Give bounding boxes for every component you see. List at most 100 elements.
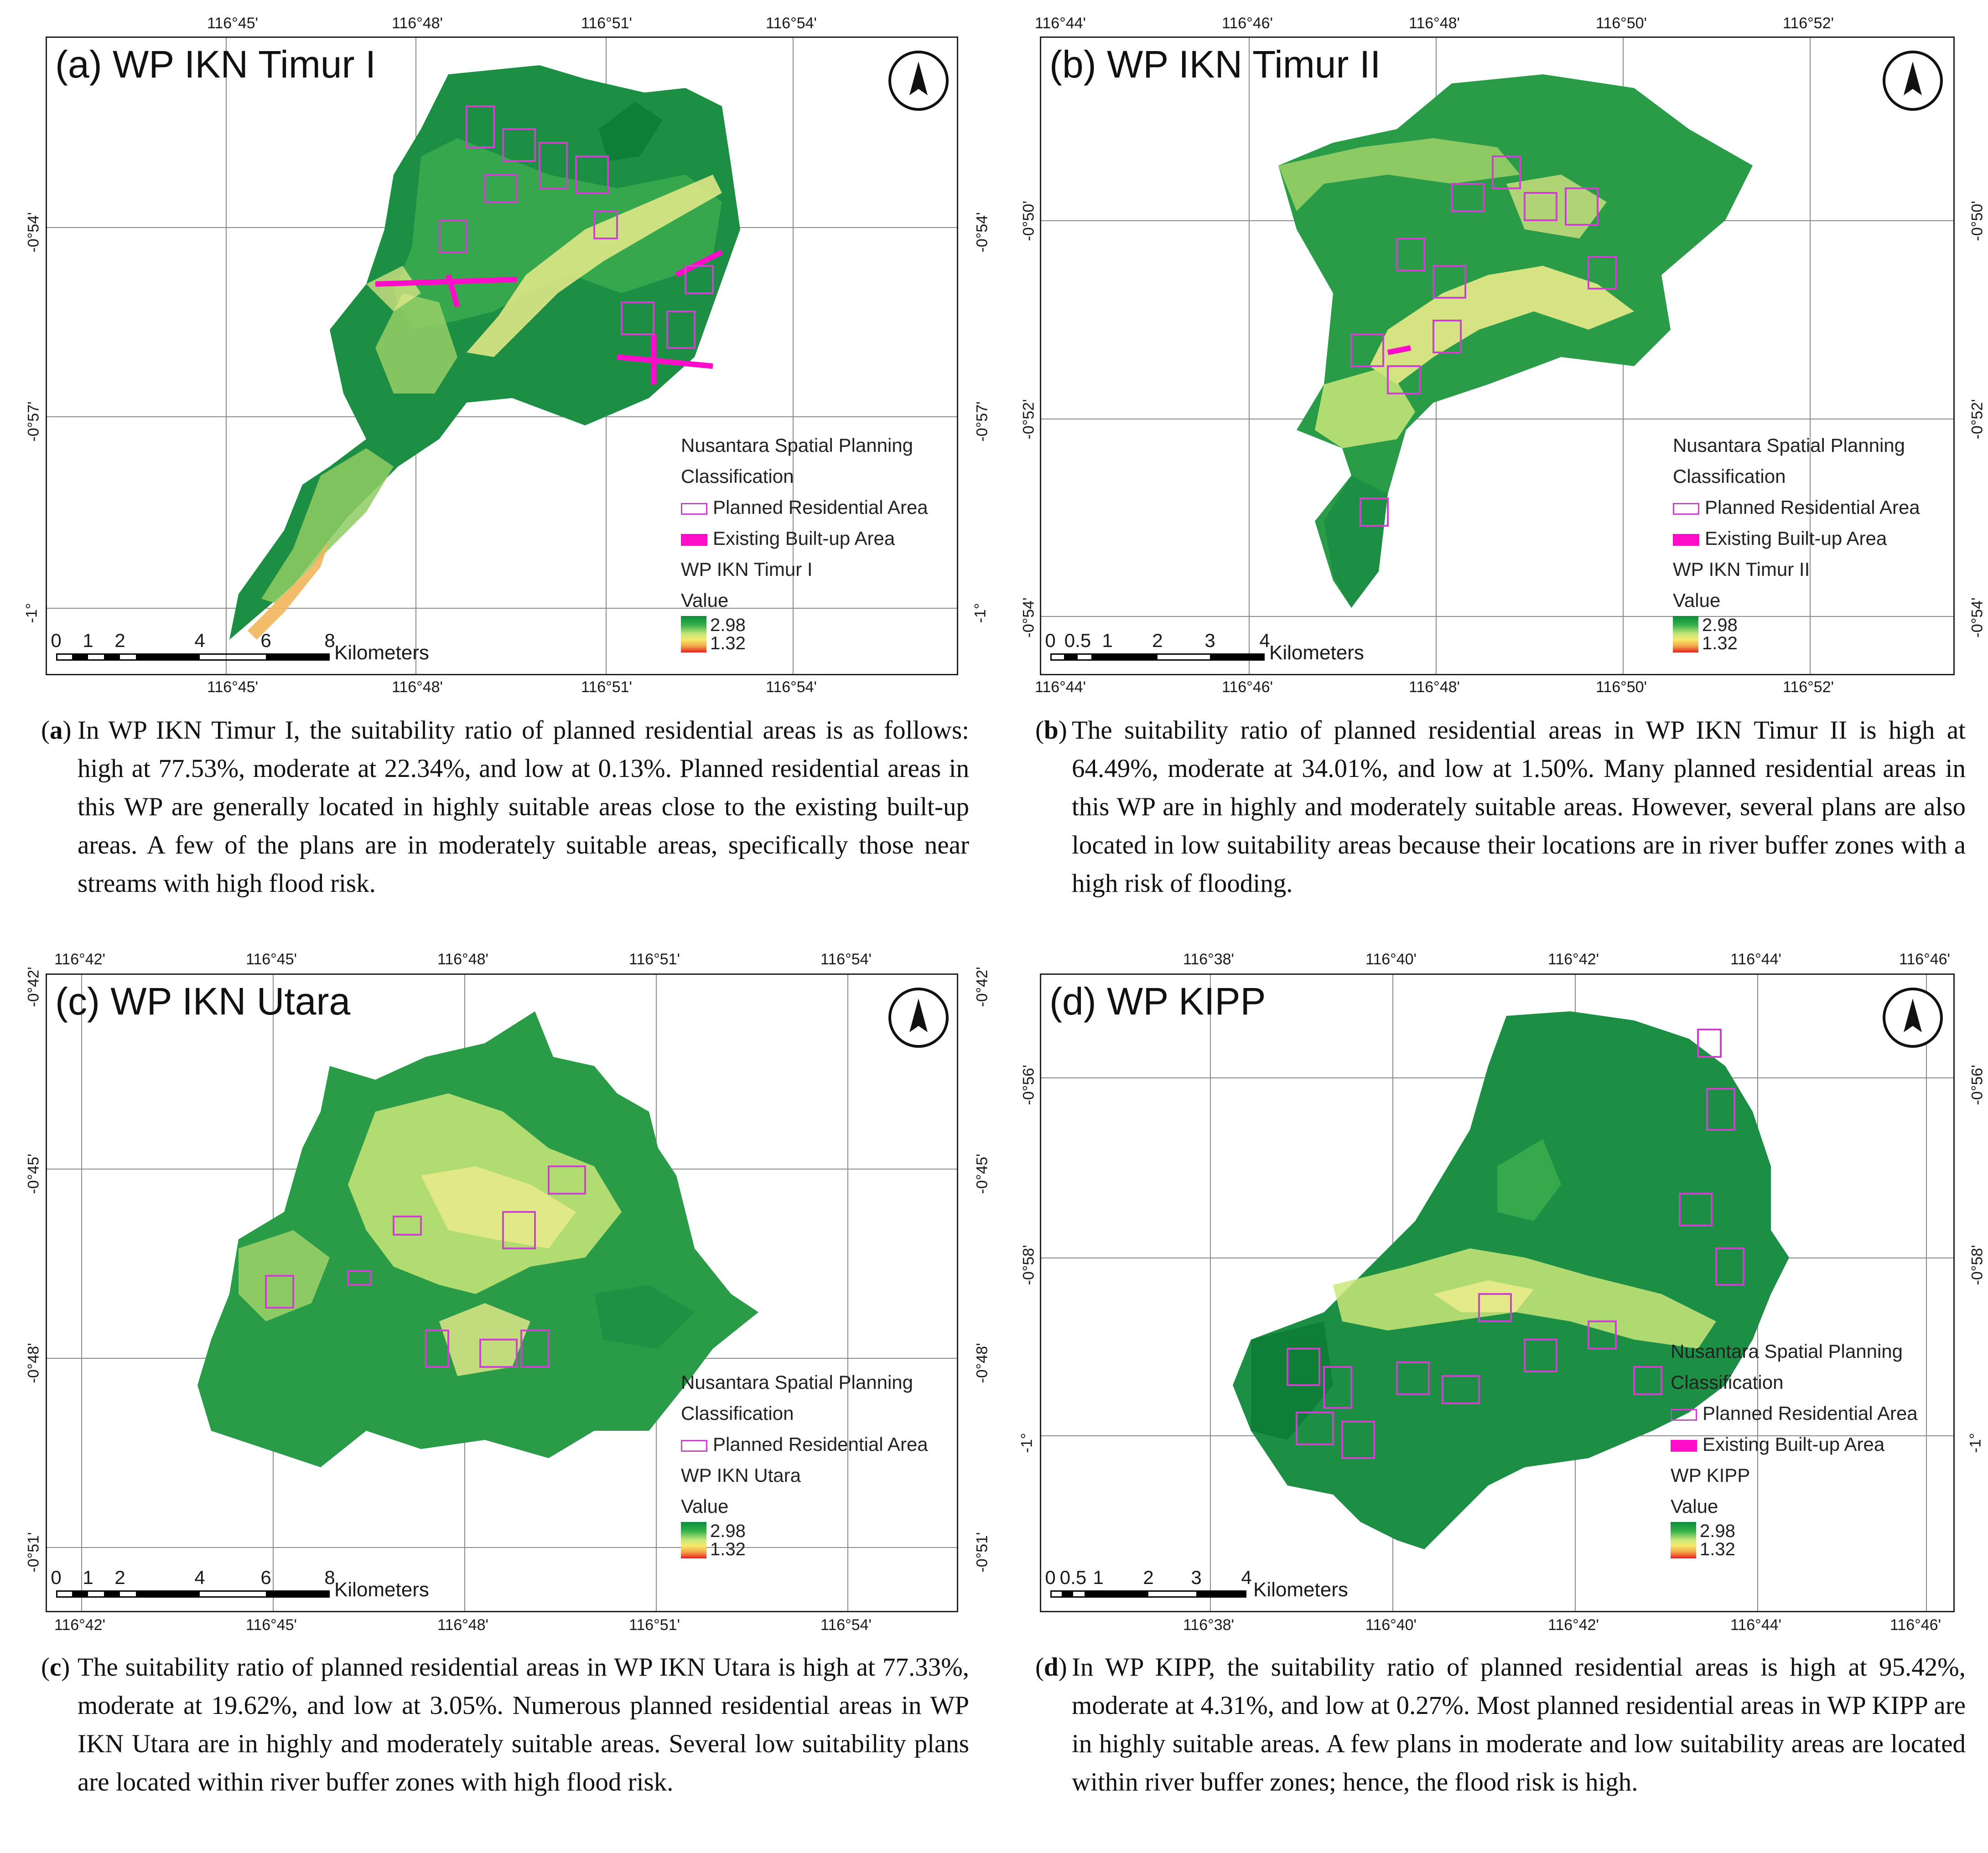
caption-text: The suitability ratio of planned residen… [78, 1653, 969, 1796]
bottom-tick: 116°51' [581, 678, 633, 696]
planned-swatch [1673, 502, 1699, 515]
legend-heading: Classification [681, 1403, 794, 1424]
legend-heading: Classification [1671, 1372, 1784, 1393]
bottom-tick: 116°45' [245, 1616, 297, 1634]
left-tick: -0°50' [1020, 201, 1038, 241]
north-arrow-icon [1883, 988, 1943, 1048]
color-ramp [681, 616, 706, 652]
caption-a: (a) In WP IKN Timur I, the suitability r… [41, 711, 969, 903]
suitability-raster-d [1233, 1011, 1789, 1549]
top-tick: 116°45' [207, 15, 259, 32]
legend-heading: Classification [1673, 466, 1786, 487]
legend-planned-item: Planned Residential Area [681, 492, 928, 523]
right-tick: -0°58' [1968, 1245, 1986, 1285]
top-tick: 116°48' [1408, 15, 1460, 32]
legend-value: Value [681, 1496, 729, 1517]
bottom-tick: 116°48' [1408, 678, 1460, 696]
legend-heading: Classification [681, 466, 794, 487]
scale-unit: Kilometers [334, 1579, 429, 1601]
ramp-max: 2.98 [1700, 1521, 1735, 1541]
top-tick: 116°42' [54, 951, 106, 968]
top-tick: 116°48' [437, 951, 489, 968]
caption-d: (d) In WP KIPP, the suitability ratio of… [1035, 1648, 1966, 1801]
bottom-tick: 116°44' [1034, 678, 1086, 696]
legend-layer: WP IKN Timur II [1673, 559, 1810, 580]
legend-layer: WP IKN Timur I [681, 559, 813, 580]
right-tick: -0°48' [973, 1343, 991, 1383]
legend-layer: WP KIPP [1671, 1465, 1750, 1486]
map-frame-d: (d) WP KIPP Nusantara Spatial Planning C… [1040, 973, 1955, 1612]
left-tick: -0°45' [25, 1154, 42, 1194]
scale-unit: Kilometers [334, 642, 429, 664]
bottom-tick: 116°46' [1889, 1616, 1941, 1634]
top-tick: 116°46' [1221, 15, 1273, 32]
top-tick: 116°54' [820, 951, 872, 968]
left-tick: -0°48' [25, 1343, 42, 1383]
top-tick: 116°44' [1730, 951, 1782, 968]
bottom-tick: 116°54' [765, 678, 817, 696]
left-tick: -0°56' [1020, 1065, 1038, 1105]
built-swatch [1673, 533, 1699, 546]
caption-text: In WP KIPP, the suitability ratio of pla… [1072, 1653, 1966, 1796]
map-title: (c) WP IKN Utara [55, 980, 351, 1023]
bottom-tick: 116°51' [628, 1616, 680, 1634]
bottom-tick: 116°42' [54, 1616, 106, 1634]
map-title: (b) WP IKN Timur II [1049, 43, 1381, 86]
planned-swatch [681, 502, 707, 515]
map-title: (d) WP KIPP [1049, 980, 1266, 1023]
legend-planned-item: Planned Residential Area [681, 1429, 928, 1460]
left-tick: -0°57' [25, 401, 42, 442]
legend-heading: Nusantara Spatial Planning [1671, 1341, 1903, 1362]
ramp-min: 1.32 [710, 1539, 746, 1559]
planned-swatch [681, 1439, 707, 1452]
top-tick: 116°51' [581, 15, 633, 32]
built-swatch [1671, 1439, 1697, 1452]
legend-heading: Nusantara Spatial Planning [1673, 435, 1905, 456]
bottom-tick: 116°46' [1221, 678, 1273, 696]
right-tick: -0°56' [1968, 1065, 1986, 1105]
left-tick: -1° [1018, 1433, 1036, 1453]
ramp-max: 2.98 [710, 615, 746, 635]
bottom-tick: 116°38' [1183, 1616, 1235, 1634]
caption-text: The suitability ratio of planned residen… [1072, 716, 1966, 898]
bottom-tick: 116°48' [437, 1616, 489, 1634]
top-tick: 116°52' [1782, 15, 1834, 32]
ramp-min: 1.32 [710, 633, 746, 653]
bottom-tick: 116°54' [820, 1616, 872, 1634]
top-tick: 116°42' [1547, 951, 1599, 968]
bottom-tick: 116°44' [1730, 1616, 1782, 1634]
legend-layer: WP IKN Utara [681, 1465, 801, 1486]
legend: Nusantara Spatial Planning Classificatio… [1671, 1336, 1918, 1563]
bottom-tick: 116°50' [1595, 678, 1647, 696]
caption-label: (d) [1035, 1653, 1067, 1682]
legend-heading: Nusantara Spatial Planning [681, 435, 914, 456]
north-arrow-icon [888, 51, 949, 111]
left-tick: -0°51' [25, 1532, 42, 1573]
scale-unit: Kilometers [1269, 642, 1364, 664]
top-tick: 116°48' [391, 15, 443, 32]
right-tick: -0°52' [1968, 399, 1986, 440]
legend-heading: Nusantara Spatial Planning [681, 1372, 914, 1393]
legend-planned-item: Planned Residential Area [1673, 492, 1920, 523]
bottom-tick: 116°40' [1365, 1616, 1417, 1634]
suitability-raster-b [1278, 74, 1753, 608]
ramp-min: 1.32 [1702, 633, 1738, 653]
caption-label: (c) [41, 1653, 70, 1682]
legend-ramp: 2.98 1.32 [681, 616, 928, 657]
map-title: (a) WP IKN Timur I [55, 43, 376, 86]
left-tick: -0°54' [25, 212, 42, 253]
caption-b: (b) The suitability ratio of planned res… [1035, 711, 1966, 903]
map-frame-b: (b) WP IKN Timur II Nusantara Spatial Pl… [1040, 36, 1955, 675]
bottom-tick: 116°52' [1782, 678, 1834, 696]
right-tick: -0°45' [973, 1154, 991, 1194]
caption-label: (b) [1035, 716, 1067, 745]
legend-value: Value [681, 590, 729, 611]
color-ramp [681, 1522, 706, 1558]
legend-ramp: 2.98 1.32 [1671, 1522, 1918, 1563]
caption-text: In WP IKN Timur I, the suitability ratio… [78, 716, 969, 898]
top-tick: 116°46' [1899, 951, 1951, 968]
map-frame-c: (c) WP IKN Utara Nusantara Spatial Plann… [46, 973, 958, 1612]
suitability-raster-a [229, 65, 740, 640]
top-tick: 116°44' [1034, 15, 1086, 32]
north-arrow-icon [888, 988, 949, 1048]
